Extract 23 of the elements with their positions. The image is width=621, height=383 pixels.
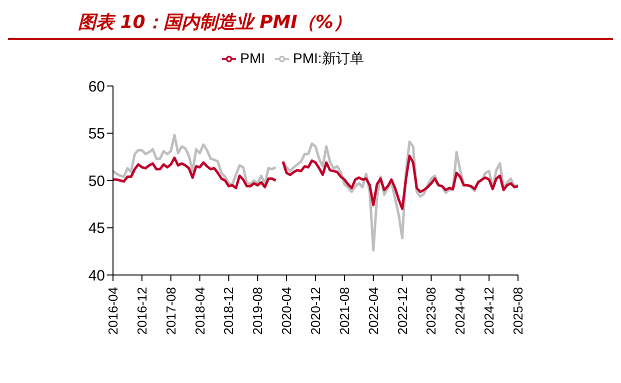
- y-tick-label: 45: [88, 220, 105, 238]
- x-tick-label: 2020-12: [308, 287, 323, 335]
- x-tick-label: 2024-04: [452, 287, 468, 335]
- x-tick-label: 2016-12: [134, 287, 150, 335]
- x-tick-label: 2017-08: [163, 287, 178, 335]
- x-tick-label: 2016-04: [106, 287, 120, 335]
- y-tick-label: 40: [88, 267, 105, 284]
- legend-label: PMI: [240, 50, 266, 66]
- x-tick-label: 2020-04: [279, 287, 294, 335]
- x-tick-label: 2023-08: [424, 287, 439, 335]
- y-tick-label: 50: [88, 172, 105, 190]
- x-tick-label: 2018-04: [192, 287, 208, 335]
- x-tick-label: 2022-12: [394, 287, 410, 335]
- x-tick-label: 2022-04: [366, 287, 381, 335]
- x-tick-label: 2024-12: [482, 287, 497, 335]
- x-tick-label: 2025-08: [510, 287, 526, 335]
- y-tick-label: 60: [88, 78, 105, 96]
- x-tick-label: 2019-08: [250, 287, 266, 335]
- legend-label: PMI:新订单: [293, 50, 364, 66]
- x-tick-label: 2021-08: [336, 287, 352, 335]
- x-tick-label: 2018-12: [221, 287, 236, 335]
- chart-title: 图表 10：国内制造业 PMI（%）: [8, 8, 613, 40]
- y-tick-label: 55: [88, 126, 105, 143]
